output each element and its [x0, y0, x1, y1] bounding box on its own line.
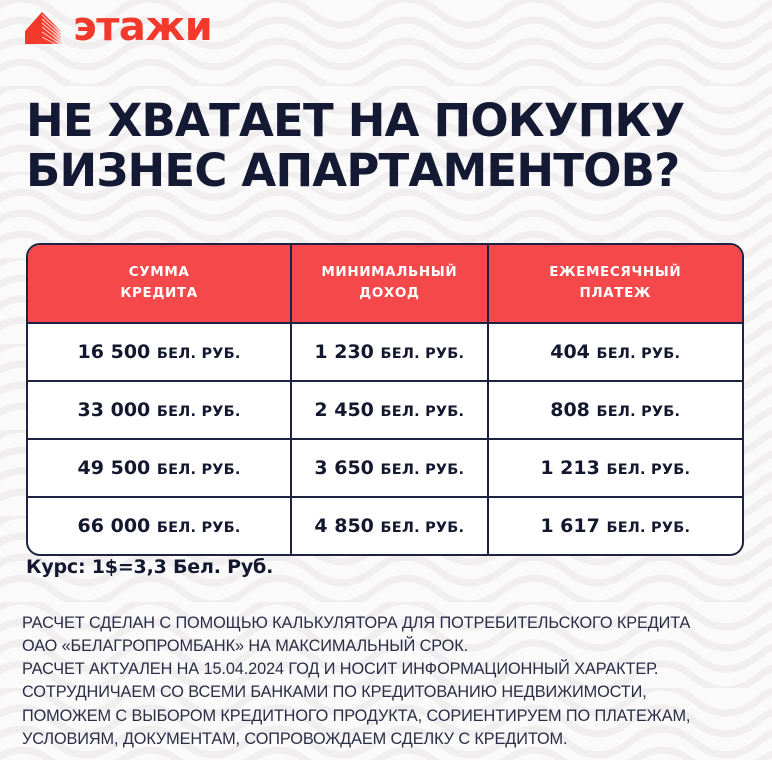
page-title-line-1: НЕ ХВАТАЕТ НА ПОКУПКУ: [26, 94, 685, 147]
table-body: 16 500 БЕЛ. РУБ. 1 230 БЕЛ. РУБ. 404 БЕЛ…: [28, 323, 742, 554]
table-row: 16 500 БЕЛ. РУБ. 1 230 БЕЛ. РУБ. 404 БЕЛ…: [28, 323, 742, 382]
value-minimum-income: 1 230: [314, 340, 374, 363]
cell-minimum-income: 1 230 БЕЛ. РУБ.: [292, 323, 489, 382]
table-header: СУММА КРЕДИТА МИНИМАЛЬНЫЙ ДОХОД ЕЖЕМЕСЯЧ…: [28, 245, 742, 324]
column-header-monthly-payment: ЕЖЕМЕСЯЧНЫЙ ПЛАТЕЖ: [488, 245, 742, 324]
unit-label: БЕЛ. РУБ.: [380, 345, 465, 362]
disclaimer-line-4: СОТРУДНИЧАЕМ СО ВСЕМИ БАНКАМИ ПО КРЕДИТО…: [22, 683, 647, 702]
brand-logo-text: этажи: [73, 4, 213, 50]
column-header-loan-amount: СУММА КРЕДИТА: [28, 245, 293, 324]
unit-label: БЕЛ. РУБ.: [606, 519, 691, 536]
building-logo-icon: [25, 12, 62, 45]
unit-label: БЕЛ. РУБ.: [596, 345, 681, 362]
disclaimer-line-1: РАСЧЕТ СДЕЛАН С ПОМОЩЬЮ КАЛЬКУЛЯТОРА ДЛЯ…: [22, 614, 691, 632]
value-loan-amount: 33 000: [77, 398, 151, 421]
cell-minimum-income: 2 450 БЕЛ. РУБ.: [292, 381, 489, 440]
table-row: 49 500 БЕЛ. РУБ. 3 650 БЕЛ. РУБ. 1 213 Б…: [28, 439, 742, 498]
value-loan-amount: 16 500: [77, 340, 151, 363]
unit-label: БЕЛ. РУБ.: [606, 461, 691, 478]
unit-label: БЕЛ. РУБ.: [380, 403, 465, 420]
column-header-loan-amount-line-2: КРЕДИТА: [120, 284, 198, 301]
unit-label: БЕЛ. РУБ.: [380, 461, 465, 478]
value-minimum-income: 4 850: [314, 514, 374, 537]
value-monthly-payment: 404: [550, 340, 590, 363]
table-row: 66 000 БЕЛ. РУБ. 4 850 БЕЛ. РУБ. 1 617 Б…: [28, 497, 742, 554]
unit-label: БЕЛ. РУБ.: [380, 519, 465, 536]
column-header-monthly-payment-line-2: ПЛАТЕЖ: [579, 284, 652, 301]
page-title: НЕ ХВАТАЕТ НА ПОКУПКУ БИЗНЕС АПАРТАМЕНТО…: [26, 94, 746, 198]
cell-loan-amount: 49 500 БЕЛ. РУБ.: [28, 439, 293, 498]
value-monthly-payment: 1 213: [540, 456, 600, 479]
disclaimer-line-2: ОАО «БЕЛАГРОПРОМБАНК» НА МАКСИМАЛЬНЫЙ СР…: [22, 637, 469, 656]
value-monthly-payment: 1 617: [540, 514, 600, 537]
loan-calculation-table: СУММА КРЕДИТА МИНИМАЛЬНЫЙ ДОХОД ЕЖЕМЕСЯЧ…: [26, 243, 744, 556]
brand-logo[interactable]: этажи: [22, 4, 213, 50]
column-header-minimum-income-line-1: МИНИМАЛЬНЫЙ: [321, 264, 458, 280]
table-row: 33 000 БЕЛ. РУБ. 2 450 БЕЛ. РУБ. 808 БЕЛ…: [28, 381, 742, 440]
unit-label: БЕЛ. РУБ.: [596, 403, 681, 420]
value-minimum-income: 2 450: [314, 398, 374, 421]
disclaimer-block: РАСЧЕТ СДЕЛАН С ПОМОЩЬЮ КАЛЬКУЛЯТОРА ДЛЯ…: [22, 612, 762, 751]
unit-label: БЕЛ. РУБ.: [156, 461, 241, 478]
table-header-row: СУММА КРЕДИТА МИНИМАЛЬНЫЙ ДОХОД ЕЖЕМЕСЯЧ…: [28, 245, 742, 324]
loan-table-container: СУММА КРЕДИТА МИНИМАЛЬНЫЙ ДОХОД ЕЖЕМЕСЯЧ…: [26, 243, 744, 556]
cell-loan-amount: 33 000 БЕЛ. РУБ.: [28, 381, 293, 440]
column-header-minimum-income: МИНИМАЛЬНЫЙ ДОХОД: [292, 245, 489, 324]
unit-label: БЕЛ. РУБ.: [156, 403, 241, 420]
cell-minimum-income: 4 850 БЕЛ. РУБ.: [292, 497, 489, 554]
column-header-loan-amount-line-1: СУММА: [128, 264, 190, 280]
column-header-monthly-payment-line-1: ЕЖЕМЕСЯЧНЫЙ: [549, 264, 682, 280]
cell-monthly-payment: 1 617 БЕЛ. РУБ.: [489, 498, 742, 554]
value-loan-amount: 66 000: [77, 514, 151, 537]
disclaimer-line-5: ПОМОЖЕМ С ВЫБОРОМ КРЕДИТНОГО ПРОДУКТА, С…: [22, 706, 691, 725]
exchange-rate-note: Курс: 1$=3,3 Бел. Руб.: [26, 556, 274, 578]
cell-monthly-payment: 808 БЕЛ. РУБ.: [488, 382, 742, 440]
cell-monthly-payment: 404 БЕЛ. РУБ.: [488, 324, 742, 382]
unit-label: БЕЛ. РУБ.: [156, 345, 241, 362]
column-header-minimum-income-line-2: ДОХОД: [359, 284, 420, 301]
cell-loan-amount: 16 500 БЕЛ. РУБ.: [28, 323, 293, 382]
disclaimer-line-3: РАСЧЕТ АКТУАЛЕН НА 15.04.2024 ГОД И НОСИ…: [22, 660, 659, 679]
value-monthly-payment: 808: [550, 398, 590, 421]
page-title-line-2: БИЗНЕС АПАРТАМЕНТОВ?: [26, 144, 680, 198]
value-loan-amount: 49 500: [77, 456, 151, 479]
cell-monthly-payment: 1 213 БЕЛ. РУБ.: [488, 440, 742, 498]
cell-loan-amount: 66 000 БЕЛ. РУБ.: [28, 497, 293, 554]
unit-label: БЕЛ. РУБ.: [156, 519, 241, 536]
cell-minimum-income: 3 650 БЕЛ. РУБ.: [292, 439, 489, 498]
value-minimum-income: 3 650: [314, 456, 374, 479]
disclaimer-line-6: УСЛОВИЯМ, ДОКУМЕНТАМ, СОПРОВОЖДАЕМ СДЕЛК…: [22, 729, 568, 748]
